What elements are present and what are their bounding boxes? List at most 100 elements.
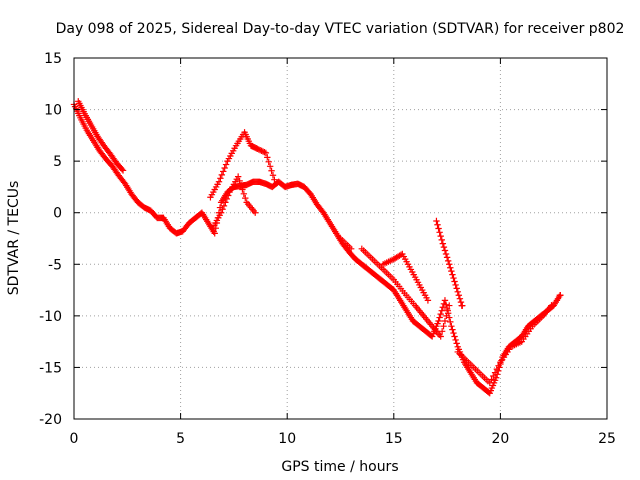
y-tick-label: 15 xyxy=(44,51,62,67)
chart-title: Day 098 of 2025, Sidereal Day-to-day VTE… xyxy=(56,21,625,37)
data-point xyxy=(443,312,450,320)
data-point xyxy=(446,302,453,309)
data-point xyxy=(220,168,227,175)
data-point xyxy=(266,163,274,170)
data-point xyxy=(486,379,493,387)
data-point xyxy=(434,221,441,228)
data-point xyxy=(239,186,246,193)
data-point xyxy=(493,365,501,373)
data-points xyxy=(70,98,564,397)
y-axis-label: SDTVAR / TECUs xyxy=(6,181,22,296)
data-point xyxy=(441,297,449,304)
data-point xyxy=(444,307,452,314)
data-point xyxy=(440,243,448,251)
data-point xyxy=(424,297,432,304)
data-point xyxy=(218,171,226,179)
data-point xyxy=(453,285,460,292)
data-point xyxy=(223,195,230,203)
data-point xyxy=(237,182,245,189)
data-point xyxy=(490,372,497,380)
data-point xyxy=(440,322,447,330)
data-point xyxy=(217,175,224,182)
data-point xyxy=(217,209,225,216)
data-point xyxy=(488,376,495,383)
x-tick-label: 10 xyxy=(278,431,296,447)
data-point xyxy=(252,209,259,216)
y-tick-label: -5 xyxy=(48,257,62,273)
data-point xyxy=(495,362,502,369)
x-tick-label: 25 xyxy=(598,431,616,447)
data-point xyxy=(438,328,446,335)
data-point xyxy=(435,225,442,232)
data-point xyxy=(448,267,455,275)
data-point xyxy=(449,271,456,278)
data-point xyxy=(451,333,458,340)
data-point xyxy=(442,301,450,308)
data-point xyxy=(446,261,453,268)
axis-ticks: 0 5 10 15 20 25 -20 -15 -10 -5 0 5 10 15 xyxy=(39,51,616,447)
data-point xyxy=(255,146,262,153)
data-point xyxy=(456,295,464,302)
data-point xyxy=(450,274,457,282)
x-tick-label: 5 xyxy=(176,431,185,447)
data-point xyxy=(258,147,265,155)
series-sdtvar xyxy=(70,101,564,397)
data-point xyxy=(437,232,444,240)
data-point xyxy=(454,288,461,295)
data-point xyxy=(118,166,126,173)
data-point xyxy=(259,148,267,155)
plot-frame xyxy=(73,57,608,420)
data-point xyxy=(268,167,275,174)
data-point xyxy=(437,310,444,318)
data-point xyxy=(447,318,454,326)
data-point xyxy=(457,298,465,306)
data-point xyxy=(261,149,268,156)
data-point xyxy=(240,190,248,198)
data-point xyxy=(269,172,277,179)
data-point xyxy=(234,173,242,180)
data-point xyxy=(219,206,226,213)
data-point xyxy=(438,236,445,244)
data-point xyxy=(215,178,223,185)
y-tick-label: 0 xyxy=(53,206,62,222)
data-point xyxy=(433,217,440,225)
data-point xyxy=(441,247,449,254)
data-point xyxy=(236,177,243,185)
data-point xyxy=(556,292,564,299)
grid-lines xyxy=(74,58,607,419)
data-point xyxy=(220,202,228,210)
data-point xyxy=(448,322,455,330)
series-sdtvar-c xyxy=(209,173,466,309)
data-point xyxy=(443,254,451,261)
data-point xyxy=(458,302,466,309)
y-tick-label: 5 xyxy=(53,154,62,170)
data-point xyxy=(437,333,444,340)
data-point xyxy=(436,229,443,236)
data-point xyxy=(242,194,249,202)
data-point xyxy=(548,302,555,309)
data-point xyxy=(221,164,228,172)
data-point xyxy=(451,278,458,285)
y-tick-label: -15 xyxy=(39,360,62,376)
data-point xyxy=(450,329,457,337)
data-point xyxy=(453,340,460,347)
data-point xyxy=(436,314,443,321)
data-point xyxy=(256,146,264,154)
data-point xyxy=(449,326,456,333)
data-point xyxy=(439,240,447,247)
data-point xyxy=(211,230,218,237)
data-point xyxy=(271,176,278,183)
data-point xyxy=(452,281,459,289)
y-tick-label: -20 xyxy=(39,412,62,428)
data-point xyxy=(254,145,261,152)
data-point xyxy=(442,250,450,258)
data-point xyxy=(222,161,230,168)
data-point xyxy=(347,245,355,253)
data-point xyxy=(262,149,270,157)
data-point xyxy=(264,154,271,161)
data-point xyxy=(455,292,463,299)
x-tick-label: 15 xyxy=(385,431,403,447)
data-point xyxy=(441,317,449,325)
x-tick-label: 0 xyxy=(70,431,79,447)
